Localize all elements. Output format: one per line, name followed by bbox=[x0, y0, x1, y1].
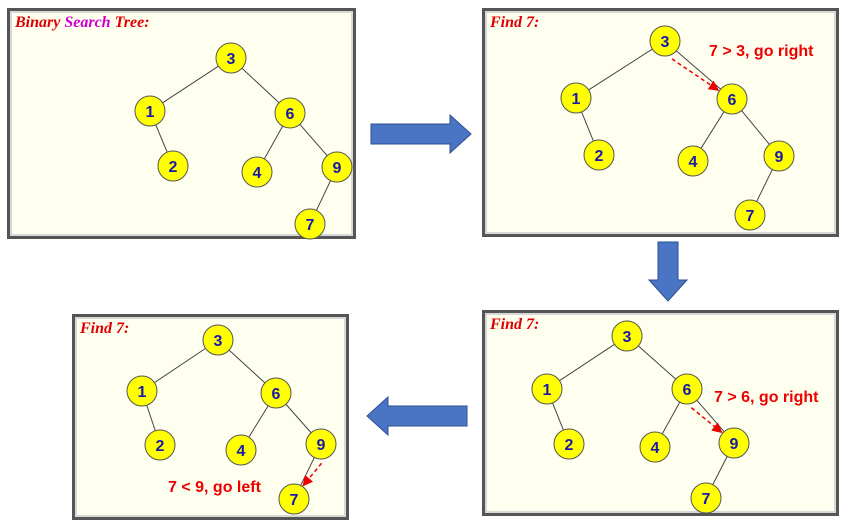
tree-node-9: 9 bbox=[718, 427, 750, 459]
tree-node-9: 9 bbox=[321, 151, 353, 183]
tree-node-9: 9 bbox=[305, 428, 337, 460]
tree-edge bbox=[661, 401, 681, 435]
tree-node-1: 1 bbox=[126, 375, 158, 407]
tree-node-2: 2 bbox=[144, 429, 176, 461]
tree-node-label: 6 bbox=[683, 382, 692, 399]
tree-node-3: 3 bbox=[215, 42, 247, 74]
tree-node-label: 4 bbox=[253, 165, 262, 182]
tree-node-label: 3 bbox=[214, 333, 223, 350]
tree-node-6: 6 bbox=[260, 377, 292, 409]
tree-edge bbox=[299, 123, 328, 157]
search-step-arrow-icon bbox=[671, 58, 720, 91]
tree-edge bbox=[162, 65, 219, 104]
panel-title: Find 7: bbox=[80, 320, 130, 337]
tree-edge bbox=[581, 111, 594, 142]
step-annotation: 7 < 9, go left bbox=[168, 479, 262, 496]
tree-diagram: 3 1 6 2 4 9 7 7 < 9, go left bbox=[126, 324, 337, 515]
tree-edge bbox=[700, 111, 725, 149]
tree-diagram: 3 1 6 2 4 9 7 7 > 6, go right bbox=[531, 320, 819, 514]
tree-node-label: 6 bbox=[272, 386, 281, 403]
tree-node-label: 7 bbox=[290, 492, 299, 509]
panel-title: Find 7: bbox=[490, 316, 540, 333]
tree-node-label: 2 bbox=[595, 148, 604, 165]
tree-node-label: 7 bbox=[306, 217, 315, 234]
panel-find-step-3: Find 7: 3 1 6 2 4 9 7 7 < 9, go left bbox=[72, 314, 349, 520]
tree-node-label: 1 bbox=[572, 91, 581, 108]
tree-node-3: 3 bbox=[202, 324, 234, 356]
tree-node-6: 6 bbox=[671, 373, 703, 405]
tree-node-2: 2 bbox=[583, 139, 615, 171]
tree-edge bbox=[154, 347, 206, 384]
step-annotation: 7 > 6, go right bbox=[714, 389, 819, 406]
tree-node-1: 1 bbox=[531, 373, 563, 405]
tree-node-label: 2 bbox=[565, 437, 574, 454]
panel-title: Find 7: bbox=[490, 14, 540, 31]
tree-node-1: 1 bbox=[134, 95, 166, 127]
tree-node-2: 2 bbox=[553, 428, 585, 460]
tree-diagram: 3 1 6 2 4 9 7 7 > 3, go right bbox=[560, 25, 814, 231]
tree-edge bbox=[155, 124, 168, 153]
tree-node-label: 3 bbox=[623, 329, 632, 346]
search-step-arrow-icon bbox=[302, 462, 323, 487]
tree-node-9: 9 bbox=[763, 140, 795, 172]
panel-find-step-2: Find 7: 3 1 6 2 4 9 7 7 > 6, go right bbox=[482, 310, 839, 516]
tree-edge bbox=[248, 405, 269, 438]
tree-node-label: 9 bbox=[775, 149, 784, 166]
tree-edge bbox=[756, 169, 773, 202]
panel-title: Binary Search Tree: bbox=[15, 14, 150, 31]
tree-node-label: 2 bbox=[169, 159, 178, 176]
tree-edge bbox=[228, 349, 266, 384]
tree-node-label: 1 bbox=[138, 384, 147, 401]
tree-edge bbox=[588, 48, 653, 91]
tree-node-7: 7 bbox=[294, 208, 326, 240]
tree-node-label: 6 bbox=[728, 92, 737, 109]
tree-node-4: 4 bbox=[225, 434, 257, 466]
tree-diagram: 3 1 6 2 4 9 7 bbox=[134, 42, 353, 240]
tree-edge bbox=[146, 405, 156, 431]
tree-node-label: 4 bbox=[237, 443, 246, 460]
tree-node-4: 4 bbox=[639, 431, 671, 463]
tree-edge bbox=[637, 345, 677, 380]
step-annotation: 7 > 3, go right bbox=[709, 43, 814, 60]
tree-node-7: 7 bbox=[734, 199, 766, 231]
tree-node-2: 2 bbox=[157, 150, 189, 182]
tree-edge bbox=[559, 343, 615, 382]
tree-node-label: 1 bbox=[543, 382, 552, 399]
flow-arrow-down-icon bbox=[647, 241, 689, 302]
tree-node-1: 1 bbox=[560, 82, 592, 114]
tree-node-label: 1 bbox=[146, 104, 155, 121]
flow-arrow-left-icon bbox=[366, 395, 468, 437]
tree-node-label: 4 bbox=[651, 440, 660, 457]
tree-edge bbox=[285, 403, 312, 434]
tree-node-3: 3 bbox=[611, 320, 643, 352]
panel-bst: Binary Search Tree: 3 1 6 2 4 9 7 bbox=[7, 8, 356, 240]
tree-node-label: 3 bbox=[661, 34, 670, 51]
tree-node-label: 9 bbox=[317, 437, 326, 454]
tree-edge bbox=[552, 402, 564, 431]
tree-node-label: 4 bbox=[689, 154, 698, 171]
tree-edge bbox=[712, 456, 728, 485]
tree-node-7: 7 bbox=[690, 482, 722, 514]
tree-edge bbox=[241, 67, 280, 104]
flow-arrow-right-icon bbox=[370, 113, 472, 155]
tree-edge bbox=[263, 125, 284, 160]
tree-node-6: 6 bbox=[716, 83, 748, 115]
tree-node-4: 4 bbox=[677, 145, 709, 177]
tree-node-label: 7 bbox=[702, 491, 711, 508]
tree-node-4: 4 bbox=[241, 156, 273, 188]
tree-edge bbox=[741, 110, 770, 145]
tree-node-label: 3 bbox=[227, 51, 236, 68]
tree-node-label: 2 bbox=[156, 438, 165, 455]
tree-node-3: 3 bbox=[649, 25, 681, 57]
tree-node-label: 6 bbox=[286, 106, 295, 123]
tree-node-label: 9 bbox=[730, 436, 739, 453]
panel-find-step-1: Find 7: 3 1 6 2 4 9 7 7 > 3, go right bbox=[482, 8, 839, 237]
tree-node-7: 7 bbox=[278, 483, 310, 515]
tree-node-label: 9 bbox=[333, 160, 342, 177]
tree-node-6: 6 bbox=[274, 97, 306, 129]
tree-node-label: 7 bbox=[746, 208, 755, 225]
tree-edge bbox=[315, 180, 332, 211]
